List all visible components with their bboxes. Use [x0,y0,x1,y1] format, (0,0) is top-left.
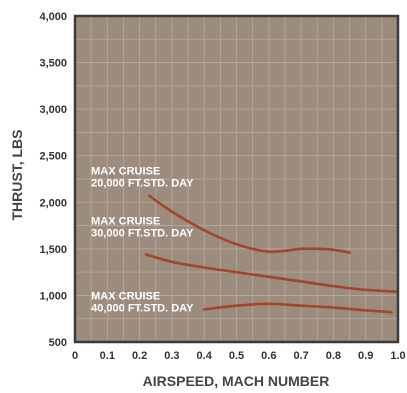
series-line-3 [202,302,393,314]
x-tick-label: 0 [72,350,78,362]
series-line-2 [144,253,400,294]
x-tick-label: 0.7 [293,350,308,362]
x-tick-label: 0.6 [261,350,276,362]
x-axis-title: AIRSPEED, MACH NUMBER [143,373,330,389]
y-tick-label: 2,000 [39,197,67,209]
y-tick-label: 1,500 [39,244,67,256]
annotation-label-2: MAX CRUISE 30,000 FT.STD. DAY [91,216,194,240]
annotation-label-1: MAX CRUISE 20,000 FT.STD. DAY [91,165,194,189]
x-tick-label: 0.1 [100,350,115,362]
y-tick-label: 3,000 [39,104,67,116]
y-axis-title: THRUST, LBS [9,130,25,221]
x-tick-label: 0.2 [132,350,147,362]
series-lines [144,194,400,314]
x-tick-label: 0.8 [326,350,341,362]
annotations: MAX CRUISE 20,000 FT.STD. DAY MAX CRUISE 30… [91,165,194,314]
x-tick-label: 1.0 [390,350,405,362]
y-tick-label: 500 [49,337,67,349]
annotation-label-3: MAX CRUISE 40,000 FT.STD. DAY [91,291,194,315]
x-tick-label: 0.5 [229,350,244,362]
y-tick-label: 2,500 [39,151,67,163]
x-tick-label: 0.4 [197,350,213,362]
series-line-1 [147,194,351,254]
y-tick-label: 3,500 [39,58,67,70]
y-axis-ticks: 500 1,000 1,500 2,000 2,500 3,000 3,500 4,000 [39,11,67,349]
y-tick-label: 4,000 [39,11,67,23]
plot-frame [73,14,400,344]
x-tick-label: 0.9 [358,350,373,362]
x-tick-label: 0.3 [164,350,179,362]
x-axis-ticks: 0 0.1 0.2 0.3 0.4 0.5 0.6 0.7 0.8 0.9 1.0 [72,350,406,362]
y-tick-label: 1,000 [39,290,67,302]
